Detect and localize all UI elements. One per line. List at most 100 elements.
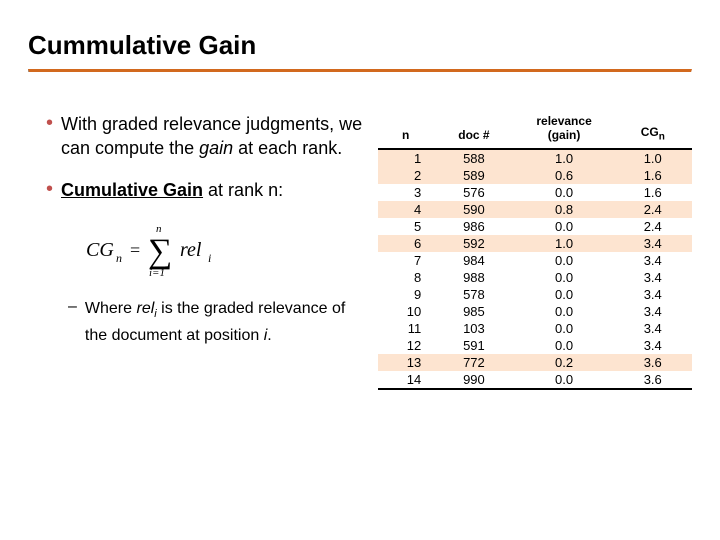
cell-cg: 2.4 xyxy=(613,218,692,235)
cell-gain: 1.0 xyxy=(515,235,614,252)
cell-n: 14 xyxy=(378,371,433,389)
formula: CG n = ∑ n i=1 rel i xyxy=(86,220,368,280)
table-row: 59860.02.4 xyxy=(378,218,692,235)
cell-n: 10 xyxy=(378,303,433,320)
svg-text:∑: ∑ xyxy=(148,233,172,270)
cell-n: 4 xyxy=(378,201,433,218)
bullet-dot-icon: • xyxy=(46,178,53,200)
cell-gain: 0.0 xyxy=(515,337,614,354)
cell-n: 13 xyxy=(378,354,433,371)
cell-gain: 0.0 xyxy=(515,218,614,235)
table-row: 89880.03.4 xyxy=(378,269,692,286)
cell-gain: 0.0 xyxy=(515,371,614,389)
cell-doc: 986 xyxy=(433,218,514,235)
svg-text:i=1: i=1 xyxy=(149,267,165,279)
cell-n: 11 xyxy=(378,320,433,337)
table-row: 109850.03.4 xyxy=(378,303,692,320)
slide: Cummulative Gain • With graded relevance… xyxy=(0,0,720,540)
cell-n: 12 xyxy=(378,337,433,354)
svg-text:rel: rel xyxy=(180,239,202,261)
bullet-1: • With graded relevance judgments, we ca… xyxy=(46,112,368,160)
cell-cg: 3.4 xyxy=(613,320,692,337)
svg-text:=: = xyxy=(130,240,140,260)
sub-bullet: – Where reli is the graded relevance of … xyxy=(68,298,368,346)
cell-n: 7 xyxy=(378,252,433,269)
table-row: 125910.03.4 xyxy=(378,337,692,354)
cell-gain: 0.0 xyxy=(515,303,614,320)
cell-doc: 591 xyxy=(433,337,514,354)
svg-text:n: n xyxy=(116,251,122,265)
table-row: 65921.03.4 xyxy=(378,235,692,252)
table-row: 149900.03.6 xyxy=(378,371,692,389)
cell-doc: 984 xyxy=(433,252,514,269)
cell-cg: 3.4 xyxy=(613,337,692,354)
th-gain: relevance(gain) xyxy=(515,112,614,149)
table-row: 35760.01.6 xyxy=(378,184,692,201)
cell-cg: 3.4 xyxy=(613,269,692,286)
cell-doc: 103 xyxy=(433,320,514,337)
cell-cg: 1.6 xyxy=(613,167,692,184)
cell-gain: 0.6 xyxy=(515,167,614,184)
cell-cg: 3.4 xyxy=(613,286,692,303)
bullet-dot-icon: • xyxy=(46,112,53,134)
cell-cg: 3.4 xyxy=(613,303,692,320)
bullet-1-text: With graded relevance judgments, we can … xyxy=(61,112,368,160)
cell-doc: 578 xyxy=(433,286,514,303)
table-row: 95780.03.4 xyxy=(378,286,692,303)
bullet-2: • Cumulative Gain at rank n: xyxy=(46,178,368,202)
cell-doc: 589 xyxy=(433,167,514,184)
table-row: 25890.61.6 xyxy=(378,167,692,184)
svg-text:n: n xyxy=(156,223,162,235)
cell-cg: 3.6 xyxy=(613,354,692,371)
left-column: • With graded relevance judgments, we ca… xyxy=(28,112,368,390)
cell-gain: 0.2 xyxy=(515,354,614,371)
right-column: n doc # relevance(gain) CGn 15881.01.025… xyxy=(378,112,692,390)
cell-n: 2 xyxy=(378,167,433,184)
content-row: • With graded relevance judgments, we ca… xyxy=(28,112,692,390)
cell-n: 1 xyxy=(378,149,433,167)
cell-cg: 3.6 xyxy=(613,371,692,389)
cell-n: 8 xyxy=(378,269,433,286)
cell-n: 6 xyxy=(378,235,433,252)
svg-text:i: i xyxy=(208,251,211,265)
cell-gain: 0.0 xyxy=(515,286,614,303)
table-row: 15881.01.0 xyxy=(378,149,692,167)
slide-title: Cummulative Gain xyxy=(28,30,692,61)
table-header-row: n doc # relevance(gain) CGn xyxy=(378,112,692,149)
table-row: 111030.03.4 xyxy=(378,320,692,337)
cell-cg: 1.6 xyxy=(613,184,692,201)
cell-doc: 590 xyxy=(433,201,514,218)
cell-n: 3 xyxy=(378,184,433,201)
cell-cg: 3.4 xyxy=(613,252,692,269)
th-doc: doc # xyxy=(433,112,514,149)
cg-table: n doc # relevance(gain) CGn 15881.01.025… xyxy=(378,112,692,390)
bullet-2-text: Cumulative Gain at rank n: xyxy=(61,178,283,202)
cell-cg: 2.4 xyxy=(613,201,692,218)
cell-cg: 1.0 xyxy=(613,149,692,167)
cell-n: 9 xyxy=(378,286,433,303)
cell-gain: 0.0 xyxy=(515,320,614,337)
th-n: n xyxy=(378,112,433,149)
table-body: 15881.01.025890.61.635760.01.645900.82.4… xyxy=(378,149,692,389)
cell-n: 5 xyxy=(378,218,433,235)
cell-doc: 990 xyxy=(433,371,514,389)
cell-gain: 0.8 xyxy=(515,201,614,218)
cell-doc: 988 xyxy=(433,269,514,286)
table-row: 79840.03.4 xyxy=(378,252,692,269)
table-row: 137720.23.6 xyxy=(378,354,692,371)
title-rule xyxy=(28,69,692,72)
sub-bullet-text: Where reli is the graded relevance of th… xyxy=(85,298,368,346)
cell-doc: 588 xyxy=(433,149,514,167)
cell-cg: 3.4 xyxy=(613,235,692,252)
cell-doc: 592 xyxy=(433,235,514,252)
cell-gain: 0.0 xyxy=(515,252,614,269)
cell-gain: 0.0 xyxy=(515,269,614,286)
th-cg: CGn xyxy=(613,112,692,149)
svg-text:CG: CG xyxy=(86,239,114,261)
cell-doc: 985 xyxy=(433,303,514,320)
cell-doc: 576 xyxy=(433,184,514,201)
dash-icon: – xyxy=(68,298,77,316)
cell-gain: 1.0 xyxy=(515,149,614,167)
cell-doc: 772 xyxy=(433,354,514,371)
table-row: 45900.82.4 xyxy=(378,201,692,218)
